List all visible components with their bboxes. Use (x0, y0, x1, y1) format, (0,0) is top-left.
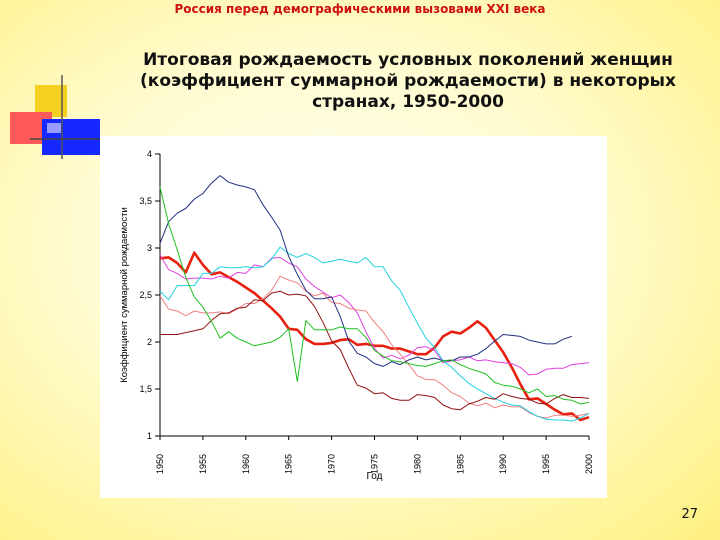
series-line-3 (159, 275, 590, 419)
y-tick-label: 1 (147, 431, 152, 441)
y-axis-label: Коэффициент суммарной рождаемости (119, 207, 130, 383)
series-line-1 (159, 251, 590, 422)
y-tick-label: 4 (147, 149, 152, 159)
x-tick-label: 2000 (584, 454, 594, 474)
page-number: 27 (681, 507, 698, 522)
series-line-2 (159, 254, 590, 376)
x-tick-label: 1990 (498, 454, 508, 474)
series-line-6 (160, 290, 590, 411)
x-tick-label: 1985 (455, 454, 465, 474)
x-axis-label: Год (367, 471, 383, 482)
slide-title: Итоговая рождаемость условных поколений … (140, 50, 676, 112)
x-tick-label: 1970 (327, 454, 337, 474)
x-tick-label: 1960 (241, 454, 251, 474)
y-tick-label: 3 (147, 243, 152, 253)
x-tick-label: 1950 (155, 454, 165, 474)
y-tick-label: 1,5 (139, 384, 152, 394)
chart-panel: 1 1,5 2 2,5 3 3,5 4 1950 1955 1960 1965 1970 1975 198… (100, 136, 682, 498)
series-line-7 (159, 186, 590, 405)
y-tick-label: 2,5 (139, 290, 152, 300)
x-tick-label: 1965 (284, 454, 294, 474)
decorative-squares (10, 75, 100, 159)
x-tick-label: 1975 (370, 454, 380, 474)
y-tick-label: 2 (147, 337, 152, 347)
slide-header: Россия перед демографическими вызовами X… (174, 2, 546, 16)
series-line-4 (159, 246, 590, 422)
x-tick-label: 1955 (198, 454, 208, 474)
series-line-5 (159, 175, 572, 367)
x-tick-label: 1995 (541, 454, 551, 474)
y-tick-label: 3,5 (139, 196, 152, 206)
fertility-line-chart: 1 1,5 2 2,5 3 3,5 4 1950 1955 1960 1965 1970 1975 198… (119, 149, 682, 482)
x-tick-label: 1980 (412, 454, 422, 474)
